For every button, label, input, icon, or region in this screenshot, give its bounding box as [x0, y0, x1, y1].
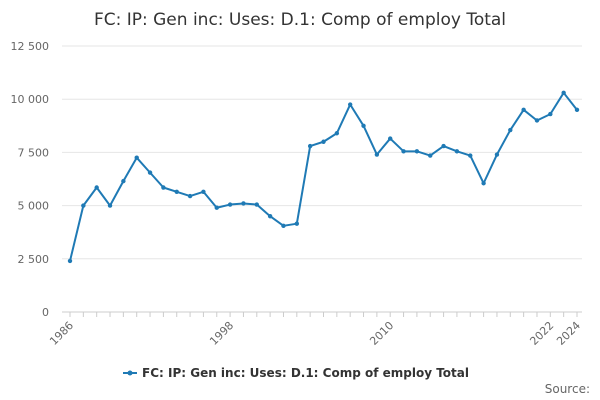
- y-tick-label: 2 500: [18, 253, 50, 266]
- data-point[interactable]: [521, 107, 526, 113]
- x-tick-label: 2010: [367, 319, 396, 348]
- y-tick-label: 12 500: [11, 40, 50, 53]
- data-point[interactable]: [187, 193, 193, 199]
- data-point[interactable]: [374, 152, 380, 157]
- data-point[interactable]: [347, 102, 353, 107]
- data-point[interactable]: [67, 258, 73, 264]
- y-tick-label: 5 000: [18, 200, 50, 213]
- legend-label: FC: IP: Gen inc: Uses: D.1: Comp of empl…: [142, 366, 469, 380]
- data-point[interactable]: [561, 90, 566, 96]
- data-point[interactable]: [121, 178, 126, 184]
- legend-point-marker: [127, 370, 133, 376]
- chart-title: FC: IP: Gen inc: Uses: D.1: Comp of empl…: [94, 10, 506, 30]
- data-point[interactable]: [414, 149, 420, 154]
- data-point[interactable]: [388, 136, 393, 141]
- data-point[interactable]: [468, 153, 473, 158]
- data-point[interactable]: [134, 155, 139, 160]
- data-point[interactable]: [267, 214, 273, 219]
- data-point[interactable]: [227, 202, 233, 207]
- data-point[interactable]: [534, 118, 540, 123]
- gridlines: [62, 45, 582, 313]
- x-tick-label: 1998: [207, 319, 236, 348]
- legend[interactable]: FC: IP: Gen inc: Uses: D.1: Comp of empl…: [123, 366, 469, 380]
- x-tick-label: 2024: [554, 319, 583, 348]
- source-label: Source:: [545, 382, 590, 396]
- data-point[interactable]: [294, 221, 300, 226]
- data-point[interactable]: [361, 123, 366, 128]
- data-point[interactable]: [481, 181, 486, 186]
- y-axis: 0 2 500 5 000 7 500 10 000 12 500: [11, 40, 50, 319]
- data-point[interactable]: [574, 107, 580, 113]
- data-point[interactable]: [441, 143, 446, 149]
- data-point[interactable]: [254, 202, 259, 207]
- data-point[interactable]: [107, 203, 113, 208]
- data-point[interactable]: [174, 189, 179, 194]
- data-point[interactable]: [494, 152, 500, 157]
- x-tick-label: 1986: [47, 319, 76, 348]
- y-tick-label: 0: [42, 306, 49, 319]
- x-tick-label: 2022: [527, 319, 556, 348]
- data-point[interactable]: [428, 153, 433, 158]
- data-point[interactable]: [147, 170, 153, 175]
- data-point[interactable]: [201, 189, 206, 194]
- data-point[interactable]: [508, 127, 513, 133]
- data-point[interactable]: [161, 185, 166, 190]
- data-point[interactable]: [321, 139, 326, 144]
- data-point[interactable]: [307, 143, 313, 149]
- data-point[interactable]: [281, 223, 286, 229]
- series-line: [69, 91, 578, 262]
- data-point[interactable]: [401, 149, 406, 154]
- data-point[interactable]: [241, 201, 246, 206]
- data-point[interactable]: [548, 111, 553, 117]
- data-point[interactable]: [454, 149, 460, 154]
- y-tick-label: 10 000: [11, 93, 50, 106]
- y-tick-label: 7 500: [18, 146, 50, 159]
- series-group: [67, 90, 580, 264]
- data-point[interactable]: [81, 203, 86, 208]
- data-point[interactable]: [214, 205, 219, 210]
- data-point[interactable]: [334, 131, 340, 136]
- data-point[interactable]: [94, 185, 99, 190]
